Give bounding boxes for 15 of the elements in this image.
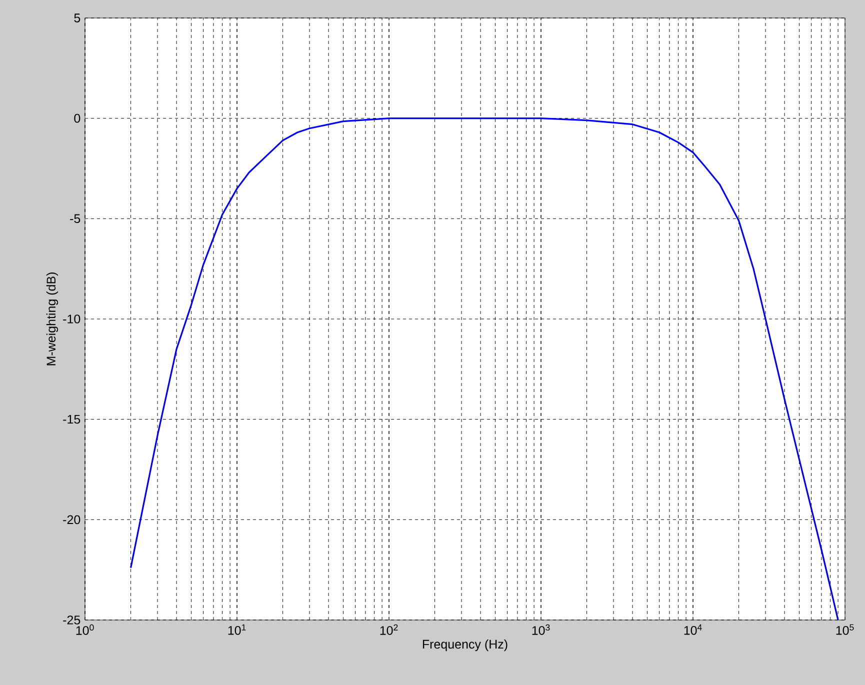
- x-tick-label: 10$^{5}$: [836, 624, 854, 635]
- y-tick-label: -25: [63, 616, 80, 624]
- y-tick-label: -20: [63, 515, 80, 524]
- x-tick-label: 10$^{0}$: [76, 624, 94, 635]
- y-tick-label: -5: [70, 214, 80, 224]
- y-axis-title: M-weighting (dB): [46, 272, 58, 366]
- y-tick-label: 0: [74, 114, 80, 123]
- x-tick-label: 10$^{4}$: [684, 624, 702, 635]
- x-tick-label: 10$^{3}$: [532, 624, 550, 635]
- y-tick-label: -15: [63, 414, 80, 424]
- y-tick-label: 5: [74, 14, 80, 22]
- x-tick-label: 10$^{1}$: [228, 624, 246, 635]
- y-tick-label: -10: [63, 314, 80, 324]
- x-tick-label: 10$^{2}$: [380, 624, 398, 635]
- x-axis-title: Frequency (Hz): [422, 639, 508, 652]
